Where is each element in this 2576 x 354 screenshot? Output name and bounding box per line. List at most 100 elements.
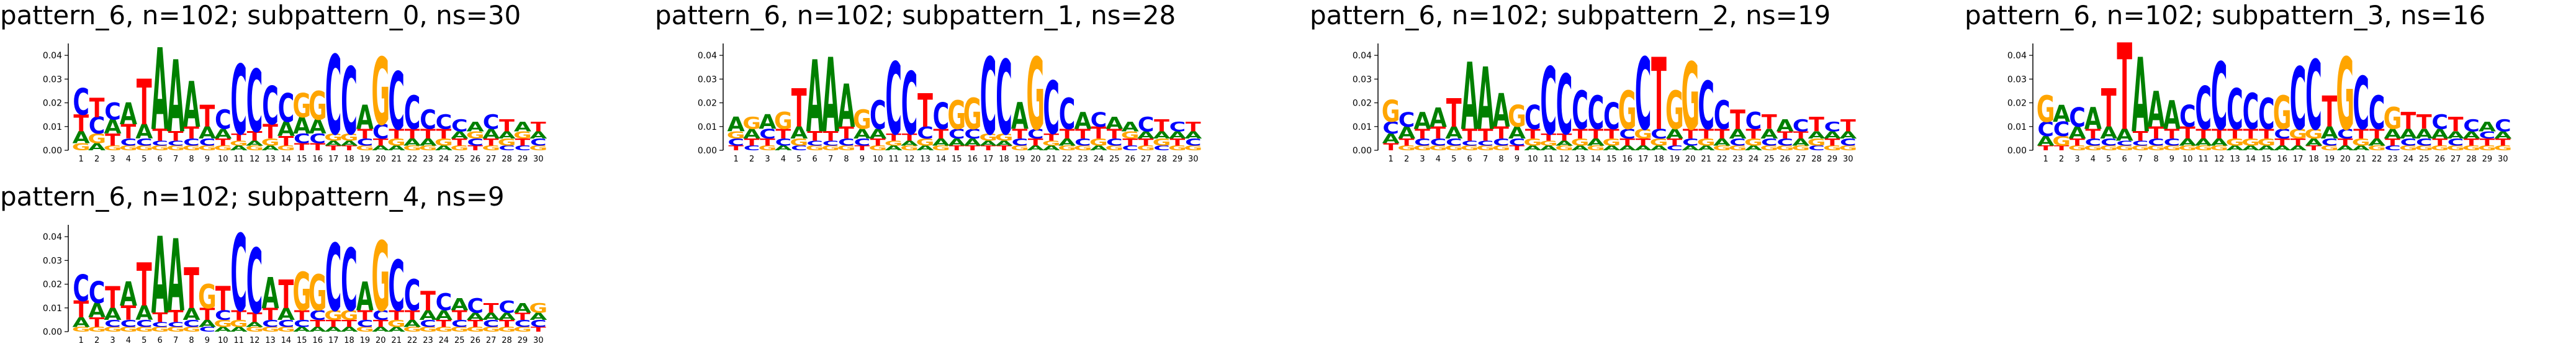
x-tick-label: 5 xyxy=(1451,155,1456,164)
logo-letter-a: A xyxy=(1634,144,1652,152)
logo-letter-c: C xyxy=(917,124,934,143)
logo-letter-g: G xyxy=(72,141,91,153)
logo-letter-g: G xyxy=(853,105,871,135)
logo-letter-t: T xyxy=(1604,127,1620,142)
logo-letter-a: A xyxy=(88,299,106,322)
logo-letter-g: G xyxy=(916,137,935,148)
logo-letter-a: A xyxy=(2195,137,2212,148)
x-tick-label: 29 xyxy=(518,155,528,164)
logo-letter-t: T xyxy=(1510,144,1526,152)
logo-letter-c: C xyxy=(980,36,997,159)
logo-letter-a: A xyxy=(356,275,374,320)
logo-letter-a: A xyxy=(467,119,484,135)
logo-letter-t: T xyxy=(917,84,933,137)
x-tick-label: 7 xyxy=(2138,155,2143,164)
logo-letter-t: T xyxy=(2480,137,2495,148)
logo-letter-c: C xyxy=(2290,49,2307,149)
logo-letter-a: A xyxy=(1713,137,1731,148)
logo-letter-a: A xyxy=(869,127,886,142)
logo-letter-a: A xyxy=(403,318,421,330)
logo-letter-c: C xyxy=(341,230,358,330)
logo-letter-a: A xyxy=(482,311,500,322)
logo-letter-t: T xyxy=(1588,127,1605,142)
logo-letter-g: G xyxy=(1413,144,1432,152)
logo-letter-t: T xyxy=(326,318,341,330)
logo-letter-c: C xyxy=(1793,117,1809,135)
logo-letter-c: C xyxy=(2353,63,2369,147)
logo-letter-a: A xyxy=(1508,124,1526,143)
logo-panel-3: pattern_6, n=102; subpattern_3, ns=16 0.… xyxy=(1965,0,2576,168)
logo-panel-2: pattern_6, n=102; subpattern_2, ns=19 0.… xyxy=(1310,0,1930,168)
sequence-logo-3: 0.000.010.020.030.04TACG1TGCA2GTAC3GCTA4… xyxy=(2007,19,2512,164)
logo-letter-t: T xyxy=(886,132,901,143)
logo-letter-t: T xyxy=(373,137,389,148)
logo-letter-c: C xyxy=(1430,137,1447,148)
logo-letter-c: C xyxy=(388,246,405,327)
x-tick-label: 21 xyxy=(391,336,402,345)
logo-letter-g: G xyxy=(1791,144,1810,152)
logo-letter-c: C xyxy=(791,144,808,152)
logo-letter-g: G xyxy=(419,144,438,152)
x-tick-label: 4 xyxy=(781,155,786,164)
logo-letter-a: A xyxy=(325,140,343,147)
logo-letter-t: T xyxy=(1012,127,1029,142)
logo-letter-a: A xyxy=(1698,144,1716,152)
logo-letter-a: A xyxy=(388,325,406,333)
logo-letter-g: G xyxy=(88,325,106,333)
logo-letter-c: C xyxy=(2164,137,2181,148)
logo-letter-c: C xyxy=(2101,137,2117,148)
logo-letter-g: G xyxy=(498,137,516,148)
y-tick-label: 0.00 xyxy=(43,327,62,337)
logo-letter-t: T xyxy=(823,129,839,144)
logo-letter-a: A xyxy=(104,306,122,324)
logo-letter-t: T xyxy=(2086,127,2102,142)
logo-letter-c: C xyxy=(2431,111,2448,134)
logo-letter-a: A xyxy=(246,321,264,329)
logo-letter-g: G xyxy=(230,140,248,147)
logo-letter-t: T xyxy=(1698,127,1714,142)
logo-letter-c: C xyxy=(1091,109,1107,132)
logo-letter-a: A xyxy=(1824,129,1841,141)
logo-letter-a: A xyxy=(1760,127,1778,142)
logo-letter-a: A xyxy=(790,124,808,143)
logo-letter-t: T xyxy=(341,318,357,330)
logo-letter-c: C xyxy=(1043,68,1060,152)
logo-letter-c: C xyxy=(73,82,89,124)
logo-letter-t: T xyxy=(1667,137,1683,148)
logo-letter-g: G xyxy=(1476,144,1495,152)
x-tick-label: 15 xyxy=(1606,155,1617,164)
logo-letter-a: A xyxy=(372,144,390,152)
logo-letter-a: A xyxy=(2479,119,2496,135)
logo-letter-c: C xyxy=(2495,117,2511,135)
logo-letter-g: G xyxy=(1729,144,1747,152)
logo-letter-g: G xyxy=(214,318,232,330)
logo-letter-a: A xyxy=(1461,43,1479,151)
x-tick-label: 15 xyxy=(297,336,307,345)
logo-letter-g: G xyxy=(2431,144,2449,152)
logo-letter-t: T xyxy=(1186,119,1202,135)
logo-letter-a: A xyxy=(2100,124,2118,143)
logo-letter-t: T xyxy=(484,137,499,148)
y-tick-label: 0.02 xyxy=(2007,99,2027,109)
logo-letter-t: T xyxy=(152,310,168,325)
logo-letter-c: C xyxy=(996,39,1012,158)
logo-letter-c: C xyxy=(2243,83,2259,141)
y-tick-label: 0.01 xyxy=(43,304,62,314)
logo-letter-g: G xyxy=(419,325,438,333)
logo-letter-c: C xyxy=(1012,137,1029,148)
logo-letter-t: T xyxy=(1572,127,1588,142)
logo-letter-g: G xyxy=(466,129,485,141)
x-tick-label: 17 xyxy=(328,155,339,164)
x-tick-label: 2 xyxy=(749,155,754,164)
logo-letter-g: G xyxy=(1121,129,1140,141)
logo-letter-c: C xyxy=(1169,119,1186,135)
x-tick-label: 10 xyxy=(218,155,228,164)
logo-letter-g: G xyxy=(2273,86,2292,140)
x-tick-label: 7 xyxy=(828,155,833,164)
logo-letter-g: G xyxy=(2384,102,2402,137)
logo-letter-t: T xyxy=(2306,144,2322,152)
logo-letter-a: A xyxy=(2384,127,2401,142)
x-tick-label: 23 xyxy=(423,336,433,345)
x-tick-label: 11 xyxy=(233,336,244,345)
logo-letter-a: A xyxy=(1090,144,1108,152)
